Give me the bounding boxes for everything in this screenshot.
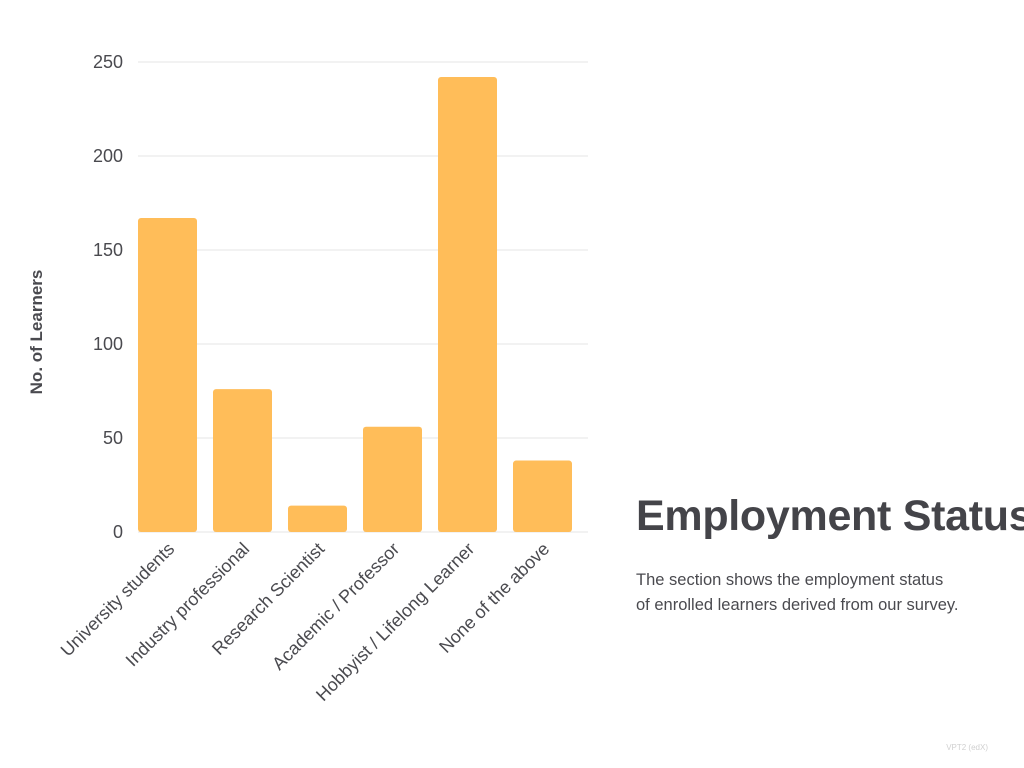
footer-note: VPT2 (edX)	[946, 743, 988, 752]
description-line-2: of enrolled learners derived from our su…	[636, 596, 959, 614]
bar	[438, 77, 497, 532]
x-tick-label: Industry professional	[122, 539, 254, 671]
section-title: Employment Status	[636, 492, 1024, 540]
bar-chart: 0 50 100 150 200 250 University studentsIndus…	[27, 52, 588, 705]
y-tick-label: 100	[93, 334, 123, 354]
bar	[363, 426, 422, 532]
y-tick-label: 150	[93, 240, 123, 260]
bar	[513, 460, 572, 532]
y-tick-label: 50	[103, 428, 123, 448]
y-axis-title: No. of Learners	[27, 270, 46, 395]
y-tick-label: 0	[113, 522, 123, 542]
x-tick-label: Hobbyist / Lifelong Learner	[312, 539, 478, 705]
y-axis-ticks: 0 50 100 150 200 250	[93, 52, 123, 542]
y-tick-label: 200	[93, 146, 123, 166]
bar	[213, 389, 272, 532]
bars	[138, 77, 572, 533]
section-description: The section shows the employment status …	[636, 568, 1016, 618]
x-tick-label: Academic / Professor	[268, 539, 403, 674]
y-tick-label: 250	[93, 52, 123, 72]
description-line-1: The section shows the employment status	[636, 571, 944, 589]
bar	[138, 218, 197, 533]
bar	[288, 505, 347, 532]
